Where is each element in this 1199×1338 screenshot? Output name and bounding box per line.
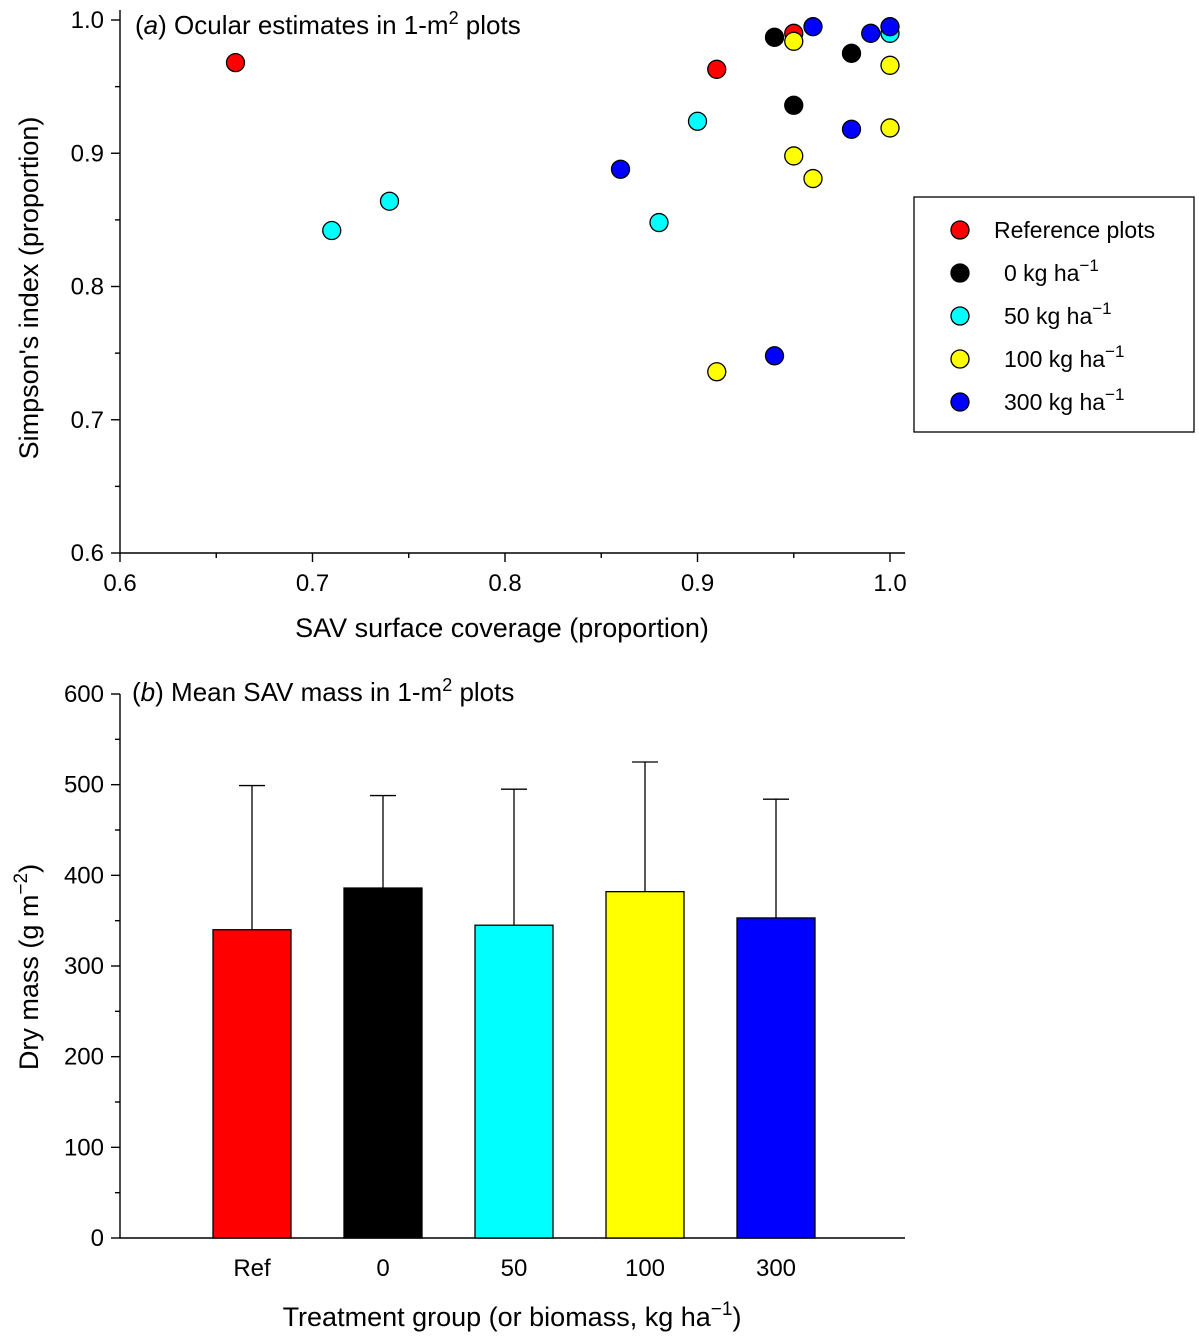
bar-plot-area: 0 100 200 300 400 500 600 Ref 0 50 100 300 bbox=[64, 681, 905, 1282]
scatter-point bbox=[649, 212, 669, 233]
title-text: Ocular estimates in 1-m bbox=[167, 10, 449, 40]
bar-y-tick-label: 200 bbox=[64, 1044, 104, 1071]
scatter-point bbox=[861, 23, 881, 43]
scatter-y-tick-label: 0.9 bbox=[71, 140, 104, 167]
scatter-y-tick-label: 0.6 bbox=[71, 540, 104, 567]
title-text-end: plots bbox=[452, 677, 514, 707]
scatter-x-tick-label: 0.9 bbox=[681, 570, 714, 597]
scatter-x-tick-label: 0.6 bbox=[103, 570, 136, 597]
bar-category-label: 100 bbox=[625, 1255, 665, 1282]
bar-panel: 0 100 200 300 400 500 600 Ref 0 50 100 300 (b) Mean… bbox=[11, 675, 905, 1332]
scatter-point bbox=[322, 220, 342, 241]
bar-y-tick-label: 600 bbox=[64, 681, 104, 708]
title-superscript: 2 bbox=[442, 675, 452, 695]
scatter-point bbox=[784, 146, 804, 166]
scatter-point bbox=[784, 31, 804, 51]
legend-label: 100 kg ha−1 bbox=[1004, 342, 1124, 372]
bar bbox=[736, 917, 816, 1239]
scatter-point bbox=[379, 191, 400, 211]
scatter-point bbox=[225, 52, 246, 73]
scatter-point bbox=[764, 346, 785, 366]
scatter-point bbox=[764, 27, 785, 47]
scatter-point bbox=[880, 17, 900, 37]
scatter-y-axis-label: Simpson's index (proportion) bbox=[14, 117, 44, 460]
bar bbox=[474, 924, 554, 1239]
scatter-point bbox=[880, 118, 900, 138]
scatter-x-tick-label: 0.8 bbox=[488, 570, 521, 597]
bar-category-label: Ref bbox=[233, 1255, 271, 1282]
scatter-x-tick-label: 1.0 bbox=[873, 570, 906, 597]
bar bbox=[212, 929, 292, 1239]
scatter-point bbox=[803, 168, 823, 189]
bar-category-label: 0 bbox=[376, 1255, 389, 1282]
legend-marker bbox=[950, 349, 970, 369]
panel-letter: b bbox=[141, 677, 155, 707]
scatter-x-tick-label: 0.7 bbox=[296, 570, 329, 597]
scatter-point bbox=[841, 43, 862, 63]
scatter-y-tick-label: 0.8 bbox=[71, 274, 104, 301]
legend-marker bbox=[950, 392, 970, 412]
scatter-point bbox=[803, 17, 823, 37]
scatter-panel: 0.6 0.7 0.8 0.9 1.0 0.6 0.7 0.8 0.9 1.0 (a) Ocula… bbox=[14, 7, 1195, 643]
scatter-point bbox=[784, 95, 804, 115]
title-text-end: plots bbox=[459, 10, 521, 40]
scatter-legend: Reference plots 0 kg ha−1 50 kg ha−1 100 kg… bbox=[913, 196, 1195, 433]
scatter-point bbox=[687, 111, 708, 131]
legend-label: 50 kg ha−1 bbox=[1004, 299, 1112, 329]
scatter-title: (a) Ocular estimates in 1-m2 plots bbox=[135, 8, 521, 40]
bar-y-tick-label: 400 bbox=[64, 862, 104, 889]
scatter-point bbox=[707, 362, 727, 382]
scatter-plot-area: 0.6 0.7 0.8 0.9 1.0 0.6 0.7 0.8 0.9 1.0 bbox=[71, 7, 907, 597]
bar bbox=[605, 891, 685, 1239]
legend-label: Reference plots bbox=[994, 217, 1155, 243]
scatter-x-axis-label: SAV surface coverage (proportion) bbox=[295, 613, 709, 643]
title-superscript: 2 bbox=[449, 8, 459, 28]
scatter-point bbox=[880, 55, 900, 75]
bar-y-tick-label: 500 bbox=[64, 772, 104, 799]
scatter-point bbox=[841, 119, 862, 139]
scatter-y-tick-label: 0.7 bbox=[71, 407, 104, 434]
legend-marker bbox=[950, 220, 970, 240]
bar-y-tick-label: 100 bbox=[64, 1134, 104, 1161]
bar-y-axis-label: Dry mass (g m−2) bbox=[11, 864, 44, 1070]
title-text: Mean SAV mass in 1-m bbox=[164, 677, 442, 707]
panel-letter: a bbox=[144, 10, 158, 40]
scatter-y-tick-label: 1.0 bbox=[71, 7, 104, 34]
legend-marker bbox=[950, 263, 970, 283]
scatter-point bbox=[610, 159, 631, 179]
bar-y-tick-label: 300 bbox=[64, 953, 104, 980]
bar-x-axis-label: Treatment group (or biomass, kg ha−1) bbox=[283, 1299, 742, 1332]
scatter-point bbox=[707, 59, 727, 79]
bar-y-tick-label: 0 bbox=[91, 1225, 104, 1252]
legend-label: 0 kg ha−1 bbox=[1004, 256, 1099, 286]
bar-category-label: 50 bbox=[501, 1255, 528, 1282]
bar-title: (b) Mean SAV mass in 1-m2 plots bbox=[132, 675, 514, 707]
bar bbox=[343, 887, 423, 1239]
bar-category-label: 300 bbox=[756, 1255, 796, 1282]
legend-marker bbox=[950, 306, 970, 326]
legend-label: 300 kg ha−1 bbox=[1004, 385, 1124, 415]
